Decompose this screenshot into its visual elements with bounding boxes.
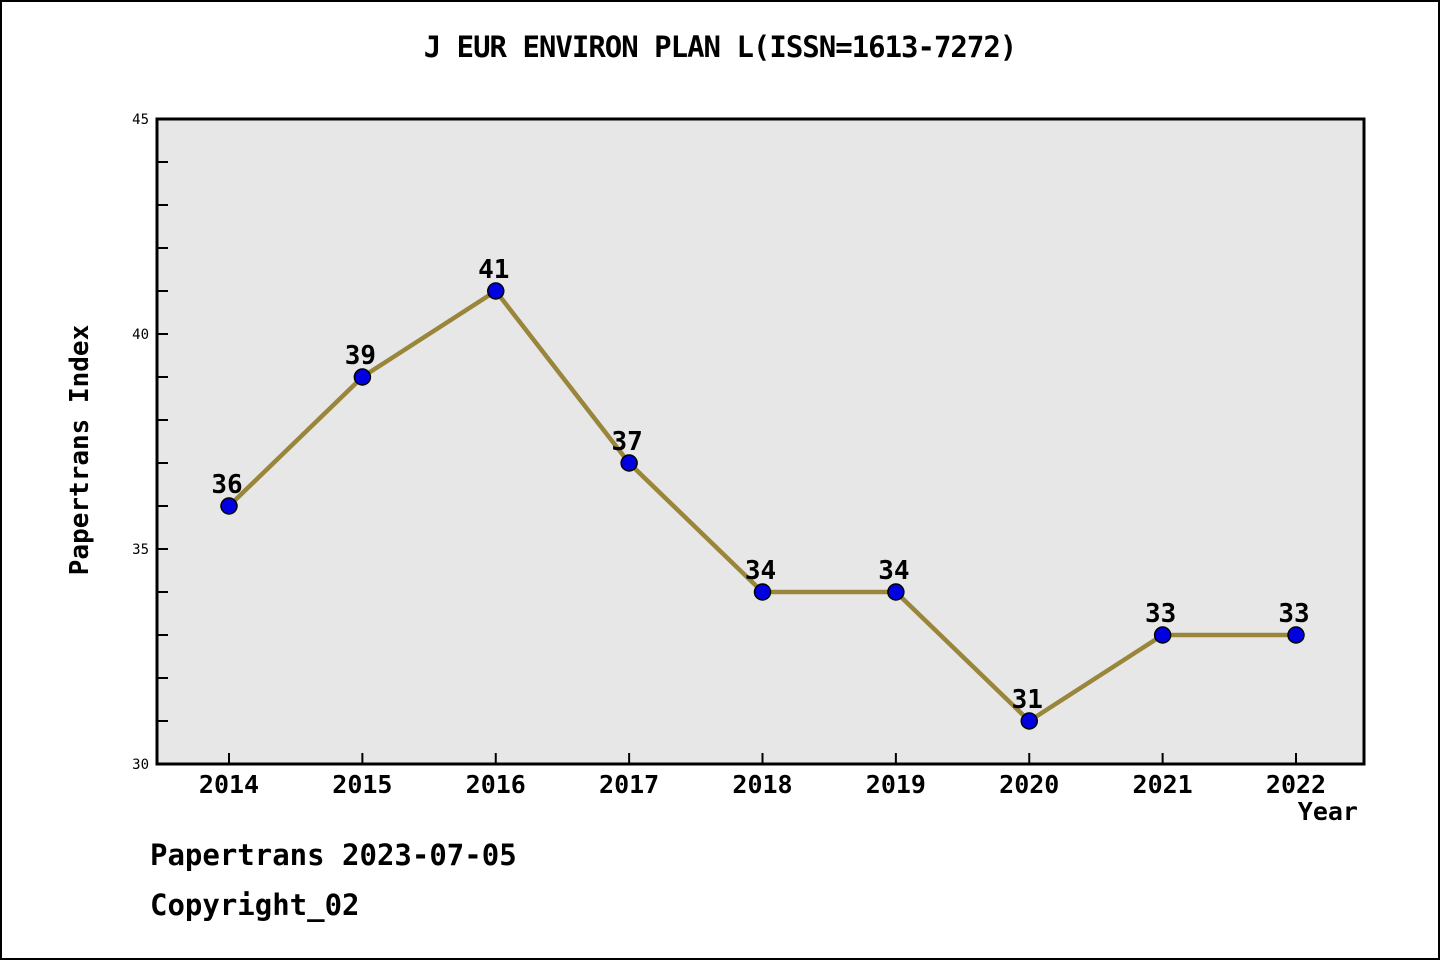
footer-source-date: Papertrans 2023-07-05 <box>150 838 517 872</box>
data-point-label: 34 <box>878 556 909 586</box>
y-tick-label: 45 <box>132 112 149 128</box>
data-point-marker <box>220 497 238 515</box>
data-point-label: 33 <box>1278 599 1309 629</box>
x-tick-label: 2022 <box>1266 770 1326 799</box>
data-point-marker <box>620 454 638 472</box>
y-tick-label: 35 <box>132 542 149 558</box>
x-tick-label: 2017 <box>599 770 659 799</box>
data-point-label: 31 <box>1012 685 1043 715</box>
x-axis-title: Year <box>1297 797 1358 826</box>
data-point-marker <box>887 583 905 601</box>
data-point-marker <box>487 282 505 300</box>
data-point-label: 37 <box>611 427 642 457</box>
x-tick-label: 2018 <box>732 770 792 799</box>
data-point-label: 36 <box>211 470 242 500</box>
y-axis-ticks: 30 35 40 45 <box>132 112 168 773</box>
data-point-marker <box>753 583 772 601</box>
data-point-marker <box>1153 626 1172 644</box>
x-tick-label: 2019 <box>866 770 926 799</box>
data-point-label: 39 <box>345 341 376 371</box>
chart-title: J EUR ENVIRON PLAN L(ISSN=1613-7272) <box>423 30 1018 64</box>
x-tick-label: 2021 <box>1133 770 1193 799</box>
data-point-label: 34 <box>745 556 776 586</box>
data-point-label: 33 <box>1145 599 1176 629</box>
data-point-marker <box>1287 626 1305 644</box>
data-point-marker <box>353 368 372 386</box>
y-tick-label: 30 <box>132 757 149 773</box>
data-points: 36 39 41 37 34 34 31 33 33 <box>211 255 1310 730</box>
x-tick-label: 2016 <box>466 770 526 799</box>
y-tick-label: 40 <box>132 327 149 343</box>
plot-area <box>155 117 1366 766</box>
x-tick-label: 2020 <box>999 770 1059 799</box>
footer-copyright: Copyright_02 <box>150 888 360 922</box>
x-axis-ticks: 2014 2015 2016 2017 2018 2019 2020 2021 2022 <box>199 753 1326 799</box>
data-point-marker <box>1020 712 1038 730</box>
data-point-label: 41 <box>478 255 509 285</box>
x-tick-label: 2015 <box>332 770 392 799</box>
x-tick-label: 2014 <box>199 770 259 799</box>
